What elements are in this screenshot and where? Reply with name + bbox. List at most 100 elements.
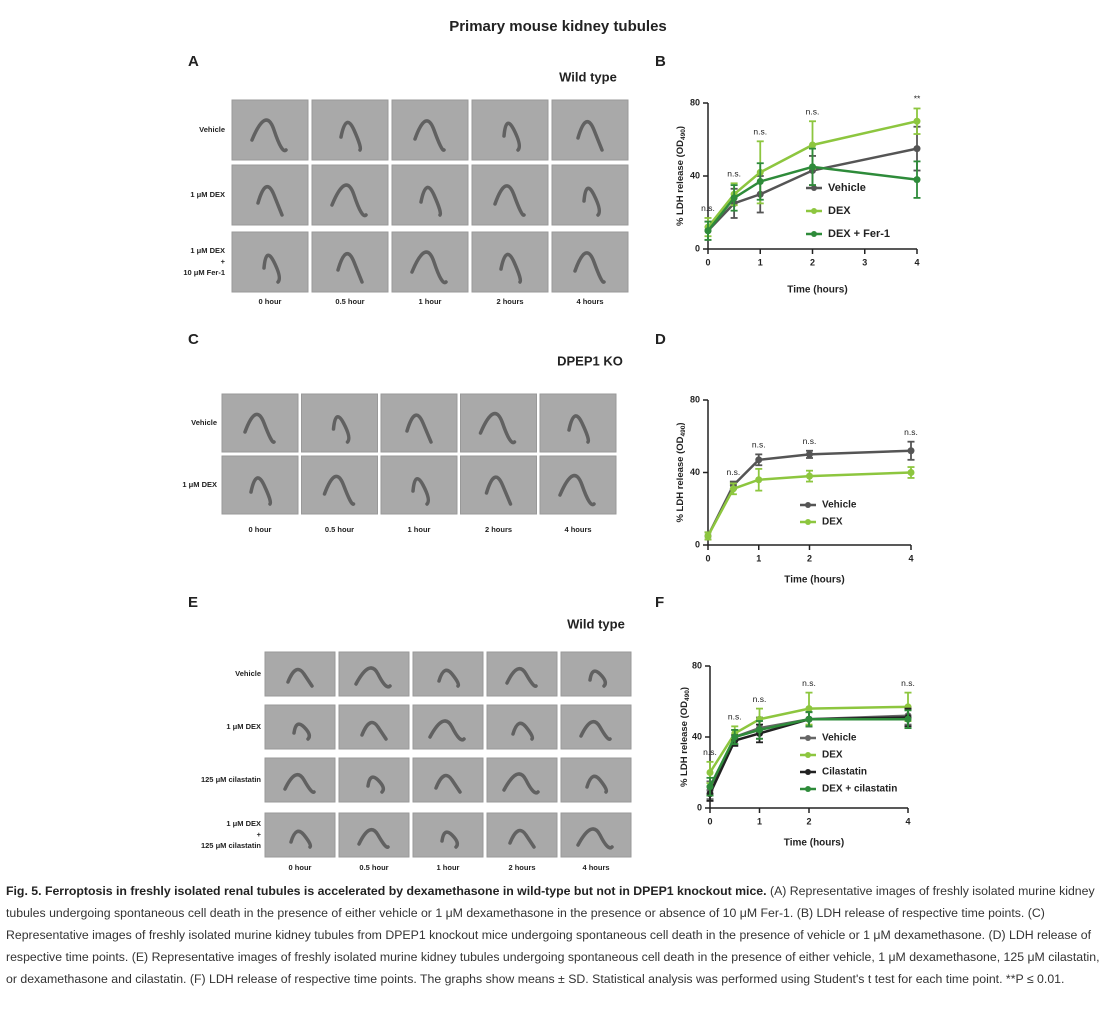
micrograph xyxy=(264,812,336,858)
tubule xyxy=(576,120,604,152)
figure-canvas: Primary mouse kidney tubules A Wild type V… xyxy=(182,18,921,872)
micrograph xyxy=(412,704,484,750)
y-axis-label-part: 490 xyxy=(680,129,687,140)
significance-label: n.s. xyxy=(806,107,820,117)
tubule xyxy=(502,121,522,152)
micrograph xyxy=(311,99,389,161)
legend-label: DEX + cilastatin xyxy=(822,784,897,795)
legend-marker xyxy=(805,769,811,775)
tubule xyxy=(292,722,312,741)
tubule xyxy=(405,413,433,444)
x-tick-label: 4 xyxy=(905,816,910,826)
data-point xyxy=(805,705,813,713)
tubule xyxy=(567,414,591,444)
x-tick-label: 2 xyxy=(810,257,815,267)
data-point xyxy=(913,117,921,125)
column-label: 0 hour xyxy=(289,863,312,872)
column-label: 1 hour xyxy=(408,525,431,534)
micrograph xyxy=(380,393,458,453)
micrograph xyxy=(391,164,469,226)
row-label: 10 μM Fer-1 xyxy=(183,268,225,277)
tubule xyxy=(411,477,431,506)
y-tick-label: 80 xyxy=(690,97,700,107)
y-tick-label: 40 xyxy=(690,170,700,180)
significance-label: n.s. xyxy=(728,712,742,722)
data-point xyxy=(704,227,712,235)
tubule xyxy=(286,667,314,688)
row-label: 1 μM DEX xyxy=(190,246,225,255)
figure-title: Primary mouse kidney tubules xyxy=(449,18,667,35)
panel-letter: A xyxy=(188,53,199,70)
micrograph xyxy=(301,393,378,453)
data-point xyxy=(913,176,921,184)
tubule xyxy=(322,474,356,506)
micrograph xyxy=(391,99,469,161)
data-point xyxy=(756,726,763,734)
micrograph xyxy=(380,455,458,515)
micrograph xyxy=(460,393,537,453)
tubule xyxy=(419,185,443,217)
column-label: 2 hours xyxy=(496,297,523,306)
y-axis-label-part: ) xyxy=(679,687,690,690)
y-axis-label-part: ) xyxy=(675,126,686,129)
panel-heading: Wild type xyxy=(559,69,617,84)
micrograph xyxy=(551,231,629,293)
tubule xyxy=(250,118,288,153)
row-label: 1 μM DEX xyxy=(190,190,225,199)
panel-letter: E xyxy=(188,594,198,611)
micrograph xyxy=(338,812,410,858)
data-point xyxy=(706,783,714,791)
micrograph xyxy=(311,164,389,226)
legend-marker xyxy=(805,519,811,525)
legend-marker xyxy=(805,786,811,792)
y-tick-label: 0 xyxy=(697,802,702,812)
tubule xyxy=(283,772,316,794)
significance-label: n.s. xyxy=(803,436,817,446)
y-tick-label: 40 xyxy=(690,467,700,477)
legend-marker xyxy=(805,502,811,508)
micrograph xyxy=(551,164,629,226)
x-tick-label: 2 xyxy=(807,553,812,563)
tubule xyxy=(330,183,368,218)
tubule xyxy=(249,476,273,506)
tubule xyxy=(478,411,517,445)
column-label: 2 hours xyxy=(508,863,535,872)
row-label: Vehicle xyxy=(199,125,225,134)
column-label: 4 hours xyxy=(576,297,603,306)
legend-marker xyxy=(805,752,811,758)
micrograph xyxy=(338,651,410,697)
tubule xyxy=(573,251,606,284)
tubule xyxy=(511,721,535,741)
y-tick-label: 80 xyxy=(690,394,700,404)
y-tick-label: 40 xyxy=(692,731,702,741)
data-point xyxy=(809,163,816,171)
y-axis-label: % LDH release (OD490) xyxy=(675,422,687,522)
x-tick-label: 4 xyxy=(914,257,919,267)
tubule xyxy=(360,720,388,741)
tubule xyxy=(339,120,363,152)
caption-text: (A) Representative images of freshly iso… xyxy=(6,884,1100,986)
micrograph xyxy=(338,704,410,750)
tubule xyxy=(437,668,461,688)
x-tick-label: 1 xyxy=(758,257,763,267)
micrograph xyxy=(264,651,336,697)
micrograph xyxy=(539,393,617,453)
micrograph xyxy=(391,231,469,293)
micrograph xyxy=(338,757,410,803)
tubule xyxy=(493,184,526,217)
significance-label: n.s. xyxy=(753,127,767,137)
tubule xyxy=(484,475,513,506)
micrograph xyxy=(264,704,336,750)
micrograph xyxy=(486,812,558,858)
significance-label: n.s. xyxy=(752,440,766,450)
significance-label: n.s. xyxy=(727,169,741,179)
x-tick-label: 0 xyxy=(705,553,710,563)
data-point xyxy=(907,469,915,476)
legend-marker xyxy=(811,231,817,237)
x-tick-label: 4 xyxy=(908,553,913,563)
row-label: 1 μM DEX xyxy=(226,722,261,731)
tubule xyxy=(366,775,386,794)
tubule xyxy=(289,829,313,849)
y-axis-label-part: ) xyxy=(675,422,686,425)
data-point xyxy=(730,194,738,202)
